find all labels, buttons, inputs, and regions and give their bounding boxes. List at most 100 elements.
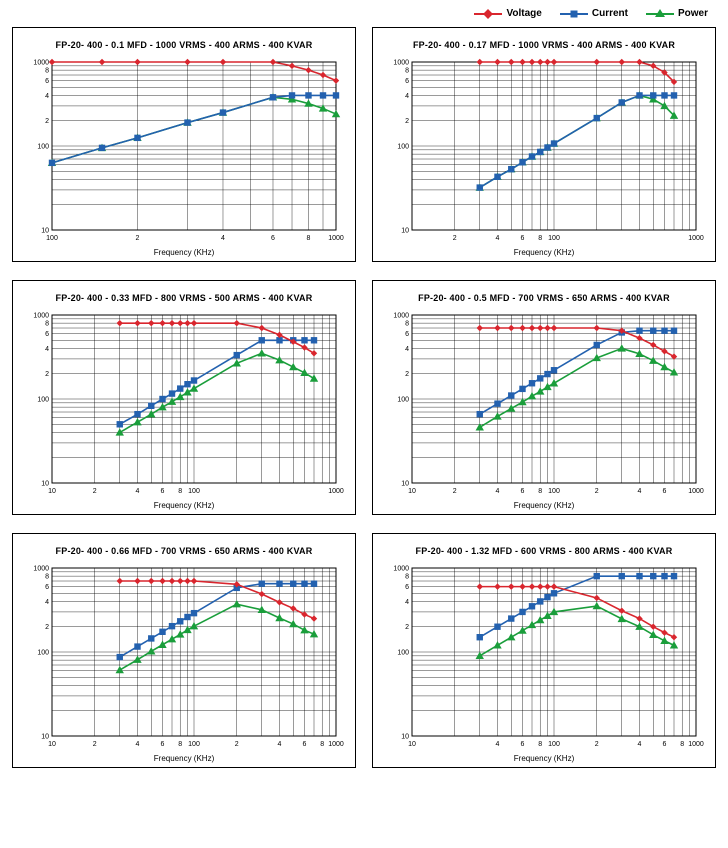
svg-text:8: 8 <box>405 574 409 581</box>
x-axis-label: Frequency (KHz) <box>514 499 574 510</box>
svg-text:4: 4 <box>45 346 49 353</box>
svg-text:2: 2 <box>405 371 409 378</box>
svg-text:6: 6 <box>405 331 409 338</box>
svg-text:4: 4 <box>136 488 140 495</box>
svg-text:2: 2 <box>45 118 49 125</box>
svg-text:1000: 1000 <box>393 60 409 67</box>
svg-text:6: 6 <box>45 78 49 85</box>
svg-text:6: 6 <box>303 741 307 748</box>
chart-svg: 10246810024610001010024681000 <box>384 309 704 499</box>
svg-text:100: 100 <box>548 741 560 748</box>
svg-text:2: 2 <box>405 118 409 125</box>
svg-text:1000: 1000 <box>33 313 49 320</box>
svg-text:8: 8 <box>538 235 542 242</box>
svg-text:1000: 1000 <box>688 741 704 748</box>
x-axis-label: Frequency (KHz) <box>514 246 574 257</box>
chart-panel: FP-20- 400 - 0.66 MFD - 700 VRMS - 650 A… <box>12 533 356 768</box>
svg-text:4: 4 <box>221 235 225 242</box>
chart-panel: FP-20- 400 - 0.1 MFD - 1000 VRMS - 400 A… <box>12 27 356 262</box>
legend-label: Voltage <box>506 8 541 19</box>
panel-title: FP-20- 400 - 0.5 MFD - 700 VRMS - 650 AR… <box>418 289 670 309</box>
svg-text:1000: 1000 <box>328 741 344 748</box>
svg-text:8: 8 <box>178 741 182 748</box>
svg-text:8: 8 <box>538 488 542 495</box>
svg-text:100: 100 <box>188 741 200 748</box>
svg-text:2: 2 <box>93 488 97 495</box>
svg-text:8: 8 <box>405 68 409 75</box>
svg-text:100: 100 <box>37 397 49 404</box>
svg-text:6: 6 <box>521 741 525 748</box>
svg-text:10: 10 <box>41 481 49 488</box>
svg-text:2: 2 <box>45 371 49 378</box>
svg-text:10: 10 <box>401 734 409 741</box>
svg-text:8: 8 <box>45 68 49 75</box>
square-icon <box>560 13 588 15</box>
svg-text:8: 8 <box>178 488 182 495</box>
diamond-icon <box>474 13 502 15</box>
chart-panel: FP-20- 400 - 0.5 MFD - 700 VRMS - 650 AR… <box>372 280 716 515</box>
svg-text:1000: 1000 <box>33 60 49 67</box>
legend-voltage: Voltage <box>474 8 541 19</box>
svg-text:10: 10 <box>401 228 409 235</box>
chart-svg: 246810010001010024681000 <box>384 56 704 246</box>
legend-current: Current <box>560 8 628 19</box>
svg-text:4: 4 <box>496 235 500 242</box>
svg-text:2: 2 <box>453 488 457 495</box>
svg-text:4: 4 <box>638 741 642 748</box>
svg-text:8: 8 <box>538 741 542 748</box>
svg-text:100: 100 <box>37 650 49 657</box>
legend-label: Current <box>592 8 628 19</box>
svg-text:8: 8 <box>307 235 311 242</box>
svg-text:4: 4 <box>496 741 500 748</box>
svg-text:100: 100 <box>46 235 58 242</box>
chart-svg: 100246810001010024681000 <box>24 56 344 246</box>
svg-text:2: 2 <box>405 624 409 631</box>
panel-title: FP-20- 400 - 0.1 MFD - 1000 VRMS - 400 A… <box>56 36 313 56</box>
svg-text:2: 2 <box>453 235 457 242</box>
panel-title: FP-20- 400 - 1.32 MFD - 600 VRMS - 800 A… <box>416 542 673 562</box>
svg-text:1000: 1000 <box>328 488 344 495</box>
svg-text:100: 100 <box>397 397 409 404</box>
svg-text:1000: 1000 <box>393 313 409 320</box>
svg-text:6: 6 <box>521 488 525 495</box>
svg-text:2: 2 <box>595 741 599 748</box>
svg-text:100: 100 <box>548 488 560 495</box>
svg-text:6: 6 <box>663 488 667 495</box>
svg-text:10: 10 <box>408 741 416 748</box>
svg-text:8: 8 <box>680 741 684 748</box>
svg-text:100: 100 <box>397 650 409 657</box>
svg-text:100: 100 <box>548 235 560 242</box>
svg-text:6: 6 <box>405 584 409 591</box>
svg-text:100: 100 <box>37 144 49 151</box>
chart-svg: 10468100246810001010024681000 <box>384 562 704 752</box>
svg-text:1000: 1000 <box>33 566 49 573</box>
chart-panel: FP-20- 400 - 1.32 MFD - 600 VRMS - 800 A… <box>372 533 716 768</box>
chart-svg: 102468100246810001010024681000 <box>24 562 344 752</box>
chart-svg: 10246810010001010024681000 <box>24 309 344 499</box>
svg-text:10: 10 <box>41 228 49 235</box>
svg-text:4: 4 <box>405 599 409 606</box>
svg-text:8: 8 <box>45 321 49 328</box>
triangle-icon <box>646 13 674 15</box>
svg-text:6: 6 <box>663 741 667 748</box>
svg-text:100: 100 <box>397 144 409 151</box>
svg-text:4: 4 <box>45 599 49 606</box>
svg-text:4: 4 <box>638 488 642 495</box>
svg-text:10: 10 <box>41 734 49 741</box>
svg-text:6: 6 <box>521 235 525 242</box>
svg-text:8: 8 <box>45 574 49 581</box>
svg-text:8: 8 <box>320 741 324 748</box>
x-axis-label: Frequency (KHz) <box>514 752 574 763</box>
svg-text:6: 6 <box>45 584 49 591</box>
panel-title: FP-20- 400 - 0.33 MFD - 800 VRMS - 500 A… <box>56 289 313 309</box>
svg-text:6: 6 <box>271 235 275 242</box>
legend-label: Power <box>678 8 708 19</box>
svg-text:1000: 1000 <box>688 488 704 495</box>
svg-text:6: 6 <box>161 741 165 748</box>
legend-power: Power <box>646 8 708 19</box>
svg-text:4: 4 <box>278 741 282 748</box>
svg-text:6: 6 <box>405 78 409 85</box>
svg-text:6: 6 <box>161 488 165 495</box>
panel-title: FP-20- 400 - 0.66 MFD - 700 VRMS - 650 A… <box>56 542 313 562</box>
svg-text:1000: 1000 <box>688 235 704 242</box>
